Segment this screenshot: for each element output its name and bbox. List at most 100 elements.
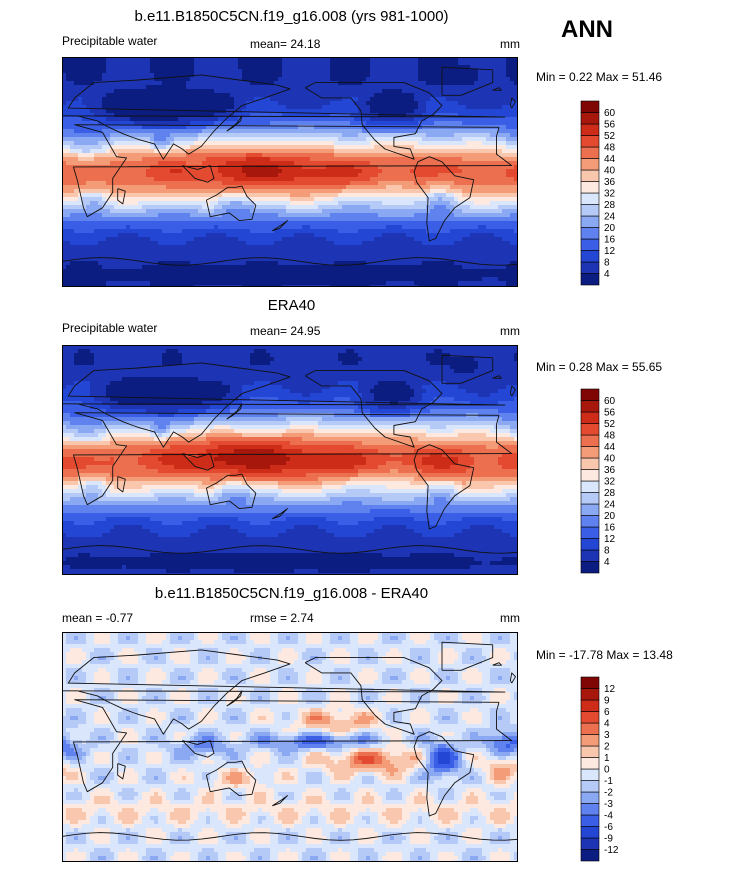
panel-3-colorbar-segment xyxy=(580,780,600,793)
panel-1-colorbar-segment xyxy=(580,158,600,171)
panel-1-colorbar-tick-label: 44 xyxy=(604,154,616,165)
panel-1-colorbar-segment xyxy=(580,123,600,136)
panel-2-title: ERA40 xyxy=(0,297,583,314)
panel-3-colorbar-segment xyxy=(580,699,600,712)
panel-2-map xyxy=(62,345,518,575)
panel-2-colorbar-tick-label: 56 xyxy=(604,408,616,419)
panel-1-mean-label: mean= 24.18 xyxy=(250,37,320,51)
panel-1-colorbar-segment xyxy=(580,169,600,182)
panel-2-units: mm xyxy=(500,324,520,338)
panel-3-colorbar-segment xyxy=(580,757,600,770)
panel-1-colorbar-segment xyxy=(580,100,600,113)
panel-2-colorbar-segment xyxy=(580,480,600,493)
panel-2-colorbar-tick-label: 52 xyxy=(604,419,616,430)
panel-3-colorbar-tick-label: -3 xyxy=(604,799,613,810)
panel-1-colorbar-tick-label: 52 xyxy=(604,131,616,142)
panel-1-colorbar-segment xyxy=(580,204,600,217)
panel-3-colorbar-segment xyxy=(580,849,600,862)
coastlines xyxy=(62,66,518,266)
panel-3-colorbar-tick-label: 9 xyxy=(604,696,610,707)
panel-1-colorbar-segment xyxy=(580,238,600,251)
panel-2-colorbar-segment xyxy=(580,549,600,562)
panel-3-mean-label: mean = -0.77 xyxy=(62,611,133,625)
panel-2-colorbar-segment xyxy=(580,423,600,436)
panel-1-colorbar-tick-label: 28 xyxy=(604,200,616,211)
panel-1-colorbar-segment xyxy=(580,112,600,125)
panel-2-colorbar-tick-label: 16 xyxy=(604,523,616,534)
panel-2-colorbar-tick-label: 40 xyxy=(604,454,616,465)
panel-1-colorbar-tick-label: 56 xyxy=(604,120,616,131)
panel-3-colorbar-segment xyxy=(580,745,600,758)
panel-1-colorbar-segment xyxy=(580,273,600,286)
field-grid xyxy=(62,632,518,862)
panel-2-colorbar-segment xyxy=(580,434,600,447)
panel-3-colorbar-tick-label: 2 xyxy=(604,742,610,753)
panel-2-colorbar-segment xyxy=(580,561,600,574)
panel-1-colorbar-segment xyxy=(580,250,600,263)
panel-1-map xyxy=(62,57,518,287)
panel-1-colorbar-tick-label: 20 xyxy=(604,223,616,234)
panel-2-colorbar-segment xyxy=(580,469,600,482)
panel-2-colorbar-segment xyxy=(580,515,600,528)
panel-1-colorbar-tick-label: 60 xyxy=(604,108,616,119)
panel-1-colorbar-segment xyxy=(580,227,600,240)
panel-3-colorbar-tick-label: -12 xyxy=(604,845,619,856)
panel-2-minmax: Min = 0.28 Max = 55.65 xyxy=(536,360,662,374)
panel-1-colorbar-tick-label: 40 xyxy=(604,166,616,177)
panel-3-colorbar-segment xyxy=(580,722,600,735)
panel-3-colorbar-tick-label: 4 xyxy=(604,719,610,730)
panel-2-colorbar-segment xyxy=(580,446,600,459)
panel-3-colorbar-tick-label: 0 xyxy=(604,765,610,776)
panel-3-units: mm xyxy=(500,611,520,625)
panel-3-colorbar-segment xyxy=(580,688,600,701)
panel-3-colorbar-segment xyxy=(580,803,600,816)
panel-3-colorbar-segment xyxy=(580,837,600,850)
panel-1-colorbar-tick-label: 24 xyxy=(604,212,616,223)
coastlines xyxy=(62,641,518,841)
panel-2-colorbar-segment xyxy=(580,411,600,424)
panel-3-colorbar-segment xyxy=(580,814,600,827)
panel-3-colorbar-tick-label: 1 xyxy=(604,753,610,764)
panel-1-colorbar-tick-label: 48 xyxy=(604,143,616,154)
panel-3-colorbar-segment xyxy=(580,791,600,804)
map-frame xyxy=(62,57,518,287)
panel-2-colorbar-tick-label: 44 xyxy=(604,442,616,453)
panel-2-colorbar-tick-label: 48 xyxy=(604,431,616,442)
panel-2-colorbar-tick-label: 8 xyxy=(604,546,610,557)
panel-1-colorbar-tick-label: 32 xyxy=(604,189,616,200)
panel-1-colorbar-tick-label: 12 xyxy=(604,246,616,257)
panel-2-colorbar-tick-label: 36 xyxy=(604,465,616,476)
panel-2-colorbar-tick-label: 60 xyxy=(604,396,616,407)
panel-3-colorbar-segment xyxy=(580,826,600,839)
panel-3-minmax: Min = -17.78 Max = 13.48 xyxy=(536,648,673,662)
season-label: ANN xyxy=(561,16,613,44)
panel-2-colorbar-segment xyxy=(580,503,600,516)
panel-3-colorbar-segment xyxy=(580,734,600,747)
coastlines xyxy=(62,354,518,554)
panel-3-colorbar-segment xyxy=(580,711,600,724)
panel-3-colorbar-tick-label: 3 xyxy=(604,730,610,741)
panel-3-colorbar-tick-label: -9 xyxy=(604,834,613,845)
panel-2-colorbar-tick-label: 28 xyxy=(604,488,616,499)
panel-1-colorbar-segment xyxy=(580,181,600,194)
panel-1-units: mm xyxy=(500,37,520,51)
panel-1-colorbar-tick-label: 4 xyxy=(604,269,610,280)
panel-3-colorbar-tick-label: -4 xyxy=(604,811,613,822)
panel-2-colorbar-segment xyxy=(580,538,600,551)
panel-2-colorbar-segment xyxy=(580,388,600,401)
map-frame xyxy=(62,632,518,862)
panel-3-title: b.e11.B1850C5CN.f19_g16.008 - ERA40 xyxy=(0,585,583,602)
panel-1-title: b.e11.B1850C5CN.f19_g16.008 (yrs 981-100… xyxy=(0,8,583,25)
panel-1-colorbar-segment xyxy=(580,192,600,205)
panel-1-colorbar-tick-label: 8 xyxy=(604,258,610,269)
panel-3-colorbar-tick-label: -2 xyxy=(604,788,613,799)
field-grid xyxy=(62,57,518,287)
map-frame xyxy=(62,345,518,575)
panel-1-variable-label: Precipitable water xyxy=(62,34,157,48)
panel-2-colorbar-tick-label: 12 xyxy=(604,534,616,545)
panel-2-colorbar-segment xyxy=(580,400,600,413)
panel-3-colorbar-tick-label: 12 xyxy=(604,684,616,695)
